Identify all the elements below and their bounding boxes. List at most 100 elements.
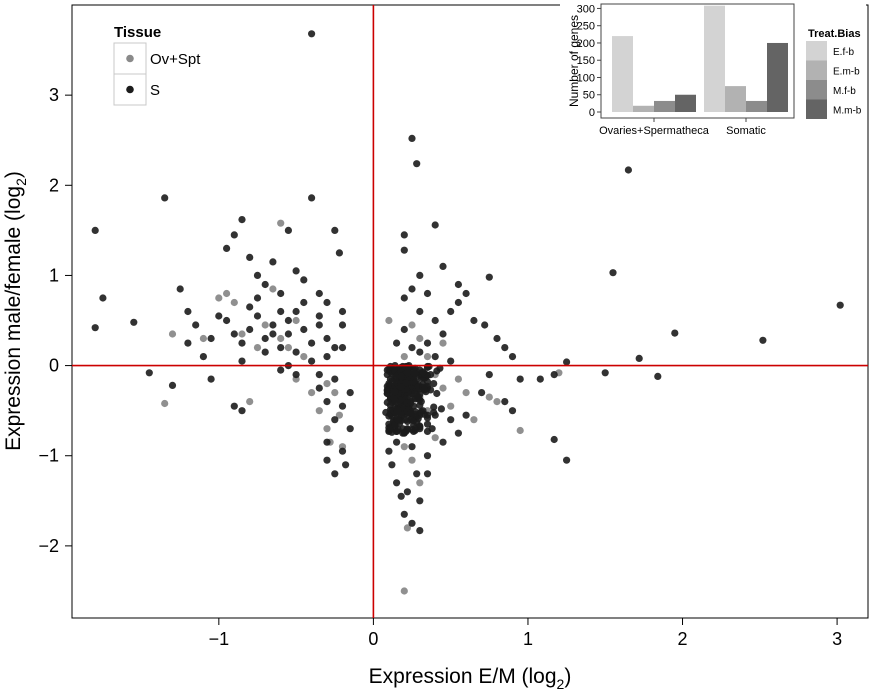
point-s-117 <box>654 372 662 380</box>
point-s-98 <box>501 344 509 352</box>
x-tick-label: 1 <box>523 629 533 649</box>
point-ov-spt-32 <box>447 402 455 410</box>
point-s-51 <box>238 357 246 365</box>
plot-area <box>71 4 869 619</box>
point-ov-spt-14 <box>323 425 331 433</box>
y-tick-label: 1 <box>49 265 59 285</box>
inset-plot-frame <box>600 3 795 119</box>
point-s-91 <box>454 280 462 289</box>
point-s-32 <box>238 339 246 347</box>
point-s-104 <box>408 344 416 352</box>
point-s-65 <box>292 371 300 379</box>
point-s-453 <box>402 379 410 387</box>
point-s-22 <box>308 194 316 202</box>
point-ov-spt-37 <box>385 316 393 325</box>
inset-y-tick-label: 250 <box>577 21 595 33</box>
point-s-130 <box>447 416 455 424</box>
inset-x-axis: Ovaries+Spermatheca Somatic <box>599 118 766 137</box>
point-s-76 <box>323 438 331 446</box>
point-s-68 <box>331 416 339 424</box>
points-layer <box>91 30 844 595</box>
inset-legend-key-e-m-b <box>806 60 827 80</box>
point-s-43 <box>323 334 331 343</box>
point-ov-spt-34 <box>400 353 408 361</box>
point-ov-spt-35 <box>408 321 416 329</box>
point-s-56 <box>184 339 192 347</box>
point-s-30 <box>223 316 231 325</box>
point-s-114 <box>609 269 617 277</box>
point-s-13 <box>238 216 246 224</box>
point-s-149 <box>423 452 432 460</box>
point-ov-spt-50 <box>439 339 447 347</box>
point-ov-spt-33 <box>454 375 462 383</box>
x-tick-label: 0 <box>368 629 378 649</box>
point-s-27 <box>335 249 343 257</box>
point-s-137 <box>397 492 405 500</box>
point-ov-spt-11 <box>300 353 308 361</box>
point-s-97 <box>493 334 501 343</box>
point-s-85 <box>439 262 447 270</box>
legend-marker-ov-spt <box>126 54 134 63</box>
point-s-132 <box>423 470 432 478</box>
point-s-23 <box>308 30 316 38</box>
point-s-75 <box>346 389 354 397</box>
point-s-60 <box>145 369 153 377</box>
point-s-1 <box>99 294 107 302</box>
point-s-93 <box>462 289 470 298</box>
point-ov-spt-13 <box>315 407 323 415</box>
point-s-295 <box>430 403 438 411</box>
y-tick-label: 3 <box>49 85 59 105</box>
point-s-18 <box>277 289 285 298</box>
point-s-119 <box>759 336 767 344</box>
point-s-94 <box>470 316 478 325</box>
point-s-421 <box>391 421 399 429</box>
inset-legend-label-m-f-b: M.f-b <box>833 86 856 97</box>
point-s-129 <box>454 429 462 437</box>
point-s-54 <box>315 312 323 320</box>
point-s-124 <box>501 398 509 406</box>
inset-bar-e-f-b-1 <box>704 5 725 112</box>
point-s-100 <box>416 307 424 316</box>
point-s-66 <box>315 371 323 379</box>
point-ov-spt-52 <box>470 416 478 424</box>
point-ov-spt-0 <box>168 330 177 338</box>
point-s-17 <box>269 258 277 266</box>
point-s-99 <box>508 353 517 361</box>
inset-y-tick-label: 100 <box>577 72 595 84</box>
point-s-20 <box>292 267 300 275</box>
inset-legend-label-m-m-b: M.m-b <box>833 106 862 117</box>
y-tick-label: 2 <box>49 175 59 195</box>
point-s-139 <box>388 461 396 469</box>
y-tick-label: 0 <box>49 356 59 376</box>
point-s-445 <box>419 368 427 376</box>
point-s-67 <box>323 398 331 406</box>
point-s-57 <box>246 303 254 311</box>
point-s-125 <box>516 375 524 383</box>
inset-bar-m-f-b-1 <box>746 100 767 112</box>
inset-legend: Treat.Bias E.f-b E.m-b M.f-b M.m-b <box>806 28 862 119</box>
inset-bar-e-m-b-1 <box>725 86 746 112</box>
point-s-71 <box>338 447 347 455</box>
point-s-81 <box>413 160 421 168</box>
inset-bar-chart: 0 50 100 150 200 250 300 Ovaries+Spermatheca So… <box>560 3 866 143</box>
point-s-35 <box>261 334 269 343</box>
point-s-115 <box>624 166 633 174</box>
inset-legend-key-e-f-b <box>806 41 827 61</box>
point-s-0 <box>91 226 99 234</box>
legend-marker-s <box>126 85 134 94</box>
point-s-2 <box>91 324 99 332</box>
point-s-77 <box>315 384 323 392</box>
point-s-369 <box>383 386 391 394</box>
point-s-64 <box>277 366 285 374</box>
inset-y-tick-label: 200 <box>577 38 595 50</box>
inset-legend-label-e-f-b: E.f-b <box>833 47 855 58</box>
point-s-143 <box>408 443 416 451</box>
point-ov-spt-1 <box>161 399 169 408</box>
point-s-3 <box>130 318 138 326</box>
point-ov-spt-2 <box>215 294 223 302</box>
point-ov-spt-20 <box>269 285 277 293</box>
point-s-82 <box>400 231 408 239</box>
point-ov-spt-24 <box>292 316 300 325</box>
point-s-108 <box>431 353 439 361</box>
point-s-83 <box>400 246 408 254</box>
